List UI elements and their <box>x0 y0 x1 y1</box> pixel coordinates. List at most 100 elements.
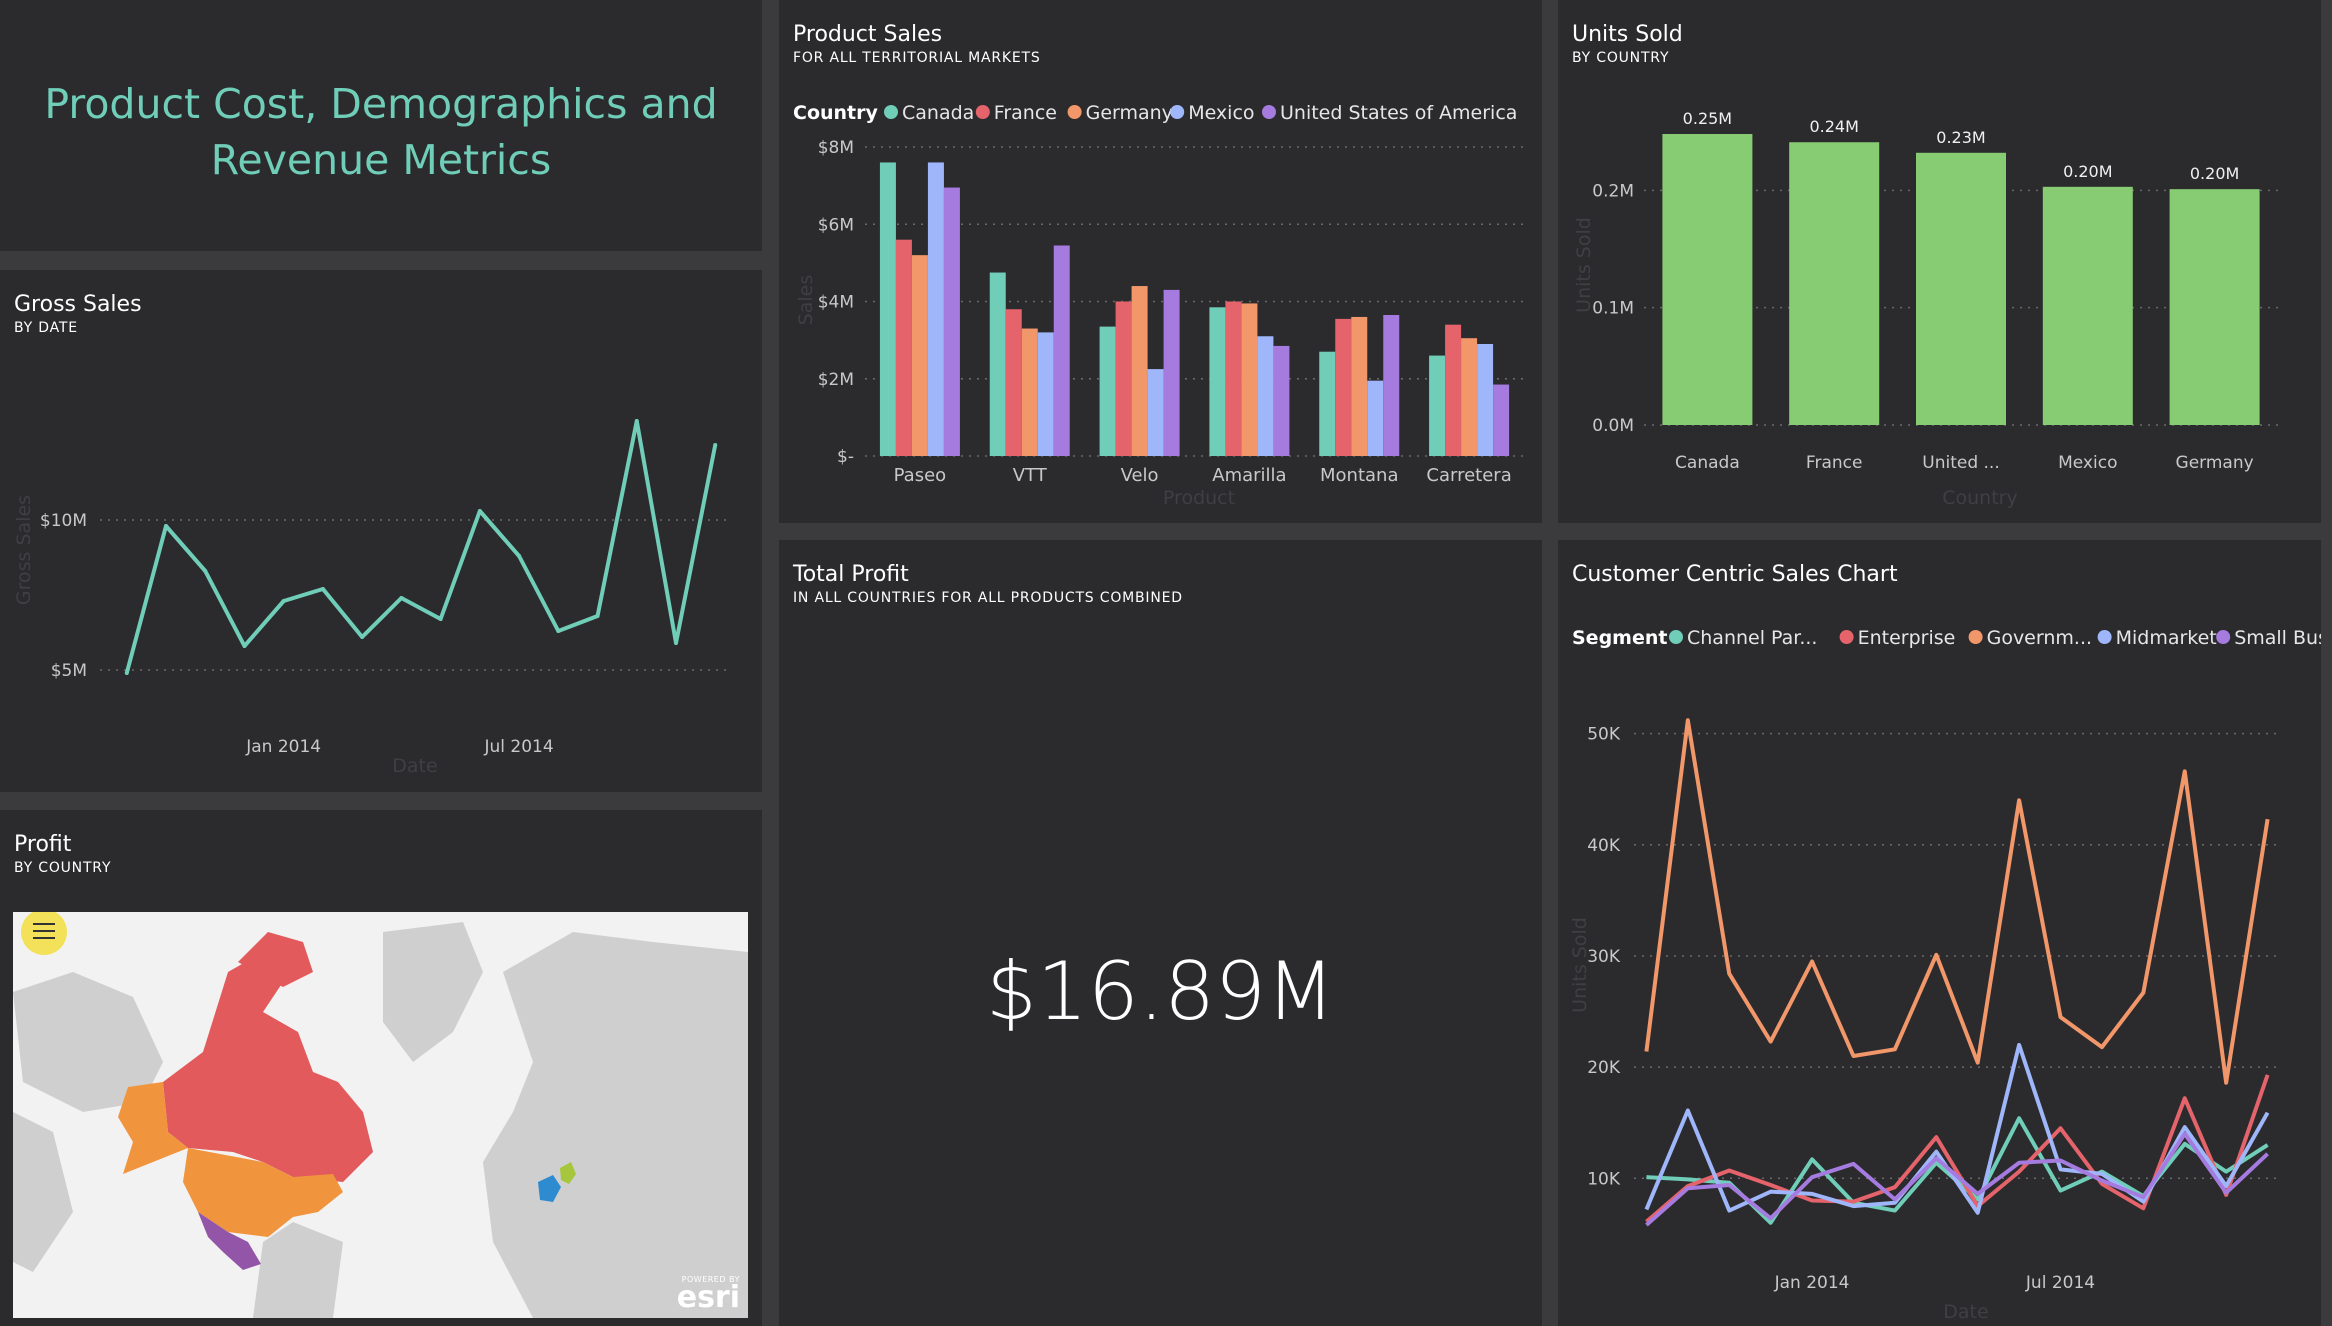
bar-amarilla-france <box>1225 301 1242 456</box>
gross-sales-point <box>438 617 443 621</box>
bar-paseo-germany <box>911 255 928 456</box>
bar-montana-germany <box>1351 316 1368 456</box>
legend-dot <box>1968 630 1983 644</box>
total-profit-title: Total Profit <box>793 562 909 587</box>
gross-sales-point <box>124 671 129 675</box>
land-pacific-nw <box>13 972 163 1112</box>
gross-sales-point <box>556 629 561 633</box>
bar-carretera-france <box>1445 324 1462 456</box>
units-sold-title: Units Sold <box>1572 22 1683 47</box>
country-canada-islands[interactable] <box>238 932 313 987</box>
legend-item-governm-: Governm... <box>1987 627 2092 649</box>
x-axis-title: Date <box>1943 1301 1988 1323</box>
esri-powered-by: POWERED BY <box>681 1275 740 1284</box>
country-usa-alaska[interactable] <box>118 1082 188 1174</box>
x-tick-label: Amarilla <box>1212 465 1286 486</box>
x-tick-label: Jan 2014 <box>1774 1273 1850 1293</box>
country-germany[interactable] <box>560 1162 576 1184</box>
bar-velo-united-states-of-america <box>1163 289 1180 456</box>
gross-sales-subtitle: BY DATE <box>14 320 78 336</box>
x-tick-label: Carretera <box>1426 465 1511 486</box>
gross-sales-point <box>203 569 208 573</box>
bar-vtt-mexico <box>1037 332 1054 456</box>
legend-item-channel-par-: Channel Par... <box>1687 627 1817 649</box>
bar-amarilla-united-states-of-america <box>1273 345 1290 456</box>
legend-dot <box>1839 630 1854 644</box>
legend-item-mexico: Mexico <box>1188 102 1254 124</box>
y-tick-label: $2M <box>818 370 854 390</box>
x-tick-label: Canada <box>1675 453 1740 473</box>
x-tick-label: Jul 2014 <box>483 737 553 757</box>
gross-sales-point <box>399 596 404 600</box>
gross-sales-title: Gross Sales <box>14 292 142 317</box>
y-axis-title: Gross Sales <box>13 495 35 605</box>
country-canada[interactable] <box>163 952 373 1182</box>
y-tick-label: 10K <box>1587 1169 1621 1189</box>
country-usa[interactable] <box>183 1148 343 1237</box>
bar-carretera-canada <box>1429 355 1446 456</box>
country-mexico[interactable] <box>198 1212 261 1270</box>
bar-carretera-united-states-of-america <box>1493 384 1510 456</box>
legend-item-germany: Germany <box>1086 102 1173 124</box>
units-sold-chart[interactable]: 0.0M0.1M0.2M0.25MCanada0.24MFrance0.23MU… <box>1558 0 2321 523</box>
y-axis-title: Units Sold <box>1573 217 1595 313</box>
bar-paseo-united-states-of-america <box>943 187 960 456</box>
x-tick-label: United ... <box>1922 453 1999 473</box>
gross-sales-point <box>360 635 365 639</box>
y-tick-label: 30K <box>1587 947 1621 967</box>
country-france[interactable] <box>538 1175 561 1202</box>
bar-vtt-canada <box>989 272 1006 456</box>
legend-item-small-busi-: Small Busi... <box>2234 627 2321 649</box>
customer-sales-title: Customer Centric Sales Chart <box>1572 562 1898 587</box>
y-tick-label: $6M <box>818 215 854 235</box>
map-menu-button[interactable] <box>21 912 67 955</box>
esri-logo: esri <box>676 1280 740 1315</box>
gross-sales-point <box>595 614 600 618</box>
legend-title: Country <box>793 102 879 124</box>
x-tick-label: Paseo <box>894 465 947 486</box>
y-tick-label: 0.2M <box>1592 181 1634 201</box>
customer-sales-chart[interactable]: Segment Channel Par... Enterprise Governm..… <box>1558 540 2321 1326</box>
x-axis-title: Country <box>1942 487 2017 509</box>
bar-amarilla-mexico <box>1257 336 1274 456</box>
profit-map-tile[interactable]: Profit BY COUNTRY <box>0 810 762 1326</box>
gross-sales-point <box>281 599 286 603</box>
legend-dot <box>2216 630 2231 644</box>
gross-sales-point <box>477 509 482 513</box>
total-profit-tile[interactable]: Total Profit IN ALL COUNTRIES FOR ALL PR… <box>779 540 1542 1326</box>
product-sales-chart[interactable]: Country Canada France Germany Mexico United S… <box>779 0 1542 523</box>
customer-sales-tile[interactable]: Customer Centric Sales Chart Segment Chan… <box>1558 540 2321 1326</box>
gross-sales-chart[interactable]: $5M $10M Jan 2014 Jul 2014 Date Gross Sales <box>0 270 762 792</box>
bar-canada <box>1662 134 1753 425</box>
bar-united- <box>1916 152 2006 425</box>
bar-montana-mexico <box>1367 380 1384 456</box>
legend-item-enterprise: Enterprise <box>1858 627 1956 649</box>
y-tick-label: 50K <box>1587 725 1621 745</box>
product-sales-tile[interactable]: Product Sales FOR ALL TERRITORIAL MARKET… <box>779 0 1542 523</box>
series-line-governm- <box>1644 718 2270 1085</box>
bar-montana-france <box>1335 318 1352 456</box>
gross-sales-tile[interactable]: Gross Sales BY DATE $5M $10M Jan 2014 Jul 2… <box>0 270 762 792</box>
x-axis-title: Date <box>392 755 437 777</box>
units-sold-tile[interactable]: Units Sold BY COUNTRY 0.0M 0.1M 0.2M 0.25M C… <box>1558 0 2321 523</box>
world-map[interactable]: POWERED BY esri <box>13 912 748 1318</box>
legend-dot <box>1067 105 1082 119</box>
gross-sales-point <box>164 524 168 528</box>
bar-amarilla-germany <box>1241 303 1258 456</box>
bar-paseo-canada <box>879 162 896 456</box>
y-axis-title: Sales <box>795 275 817 326</box>
bar-velo-france <box>1115 301 1132 456</box>
gross-sales-point <box>634 419 639 423</box>
bar-montana-canada <box>1319 351 1336 456</box>
esri-attribution: POWERED BY esri <box>676 1275 740 1315</box>
total-profit-subtitle: IN ALL COUNTRIES FOR ALL PRODUCTS COMBIN… <box>793 590 1183 606</box>
bar-amarilla-canada <box>1209 307 1226 456</box>
y-tick-label: $- <box>837 447 854 467</box>
legend-dot <box>1262 105 1276 119</box>
x-tick-label: Jan 2014 <box>245 737 321 757</box>
units-sold-subtitle: BY COUNTRY <box>1572 50 1670 66</box>
bar-vtt-united-states-of-america <box>1053 245 1070 456</box>
y-tick-label: $10M <box>40 511 87 531</box>
x-tick-label: Germany <box>2176 453 2254 473</box>
profit-title: Profit <box>14 832 72 857</box>
